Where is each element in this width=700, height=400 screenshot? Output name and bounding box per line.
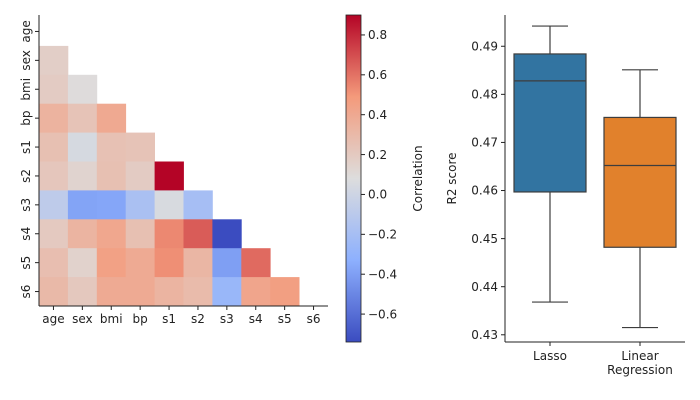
y-tick-label: 0.47 bbox=[471, 136, 498, 150]
heatmap-cell bbox=[96, 103, 127, 133]
heatmap-cell bbox=[67, 248, 98, 278]
y-tick-label: s2 bbox=[19, 169, 33, 183]
heatmap-cell bbox=[212, 277, 242, 307]
heatmap-cell bbox=[183, 190, 213, 220]
colorbar-frame bbox=[345, 14, 362, 343]
box bbox=[513, 53, 587, 193]
x-tick-label: bp bbox=[133, 312, 148, 326]
colorbar-tick-label: 0.4 bbox=[368, 108, 387, 122]
colorbar-tick-label: 0.8 bbox=[368, 28, 387, 42]
y-tick-label: 0.43 bbox=[471, 328, 498, 342]
heatmap-cell bbox=[154, 161, 184, 191]
x-tick-label: Linear bbox=[621, 349, 658, 363]
heatmap-cell bbox=[96, 219, 127, 249]
heatmap-cell bbox=[154, 277, 184, 307]
y-tick-label: s6 bbox=[19, 285, 33, 299]
heatmap-cell bbox=[212, 219, 242, 249]
y-axis-label: R2 score bbox=[445, 152, 459, 204]
heatmap-cell bbox=[241, 248, 271, 278]
correlation-heatmap: ageagesexsexbmibmibpbps1s1s2s2s3s3s4s4s5… bbox=[19, 15, 328, 326]
heatmap-cell bbox=[67, 132, 98, 162]
heatmap-cell bbox=[125, 190, 155, 220]
heatmap-cell bbox=[125, 219, 155, 249]
heatmap-cell bbox=[96, 161, 127, 191]
y-tick-label: s1 bbox=[19, 140, 33, 154]
heatmap-cell bbox=[183, 219, 213, 249]
y-tick-label: 0.46 bbox=[471, 184, 498, 198]
colorbar: 0.8 0.6 0.4 0.2 0.0 −0.2 −0.4 −0.6 Correlation bbox=[345, 14, 425, 343]
x-tick-label: s2 bbox=[191, 312, 205, 326]
y-tick-label: s3 bbox=[19, 198, 33, 212]
heatmap-cell bbox=[67, 277, 98, 307]
y-tick-label: bp bbox=[19, 111, 33, 126]
colorbar-tick-label: 0.2 bbox=[368, 148, 387, 162]
heatmap-cell bbox=[183, 277, 213, 307]
x-tick-label: Regression bbox=[607, 363, 673, 377]
y-tick-label: s4 bbox=[19, 227, 33, 241]
colorbar-tick-label: −0.6 bbox=[368, 307, 397, 321]
x-tick-label: Lasso bbox=[533, 349, 567, 363]
x-tick-label: s5 bbox=[278, 312, 292, 326]
heatmap-cell bbox=[125, 277, 155, 307]
heatmap-cell bbox=[39, 132, 69, 162]
y-tick-label: sex bbox=[19, 50, 33, 71]
heatmap-cell bbox=[39, 219, 69, 249]
heatmap-cell bbox=[96, 248, 127, 278]
r2-boxplot: 0.43 0.44 0.45 0.46 0.47 0.48 0.49 R2 score Lass… bbox=[445, 15, 685, 377]
y-tick-label: 0.49 bbox=[471, 39, 498, 53]
heatmap-cell bbox=[39, 190, 69, 220]
heatmap-cell bbox=[39, 74, 69, 105]
heatmap-cell bbox=[39, 161, 69, 191]
x-tick-label: s4 bbox=[249, 312, 263, 326]
heatmap-cell bbox=[125, 161, 155, 191]
heatmap-cell bbox=[183, 248, 213, 278]
x-tick-label: age bbox=[42, 312, 64, 326]
heatmap-cell bbox=[67, 74, 98, 105]
heatmap-cell bbox=[154, 190, 184, 220]
x-tick-label: bmi bbox=[100, 312, 123, 326]
heatmap-cell bbox=[39, 248, 69, 278]
heatmap-cell bbox=[67, 190, 98, 220]
heatmap-cell bbox=[154, 248, 184, 278]
heatmap-cell bbox=[39, 277, 69, 307]
heatmap-cell bbox=[212, 248, 242, 278]
y-tick-label: 0.44 bbox=[471, 280, 498, 294]
x-tick-label: sex bbox=[72, 312, 93, 326]
y-tick-label: age bbox=[19, 20, 33, 42]
colorbar-tick-label: −0.2 bbox=[368, 228, 397, 242]
x-tick-label: s1 bbox=[162, 312, 176, 326]
heatmap-cell bbox=[39, 103, 69, 133]
y-tick-label: bmi bbox=[19, 78, 33, 101]
box bbox=[603, 116, 677, 248]
heatmap-cell bbox=[125, 132, 155, 162]
heatmap-cell bbox=[154, 219, 184, 249]
y-tick-label: 0.45 bbox=[471, 232, 498, 246]
heatmap-cell bbox=[67, 219, 98, 249]
x-tick-label: s6 bbox=[307, 312, 321, 326]
heatmap-cell bbox=[96, 190, 127, 220]
heatmap-cell bbox=[270, 277, 300, 307]
x-tick-label: s3 bbox=[220, 312, 234, 326]
colorbar-tick-label: 0.6 bbox=[368, 68, 387, 82]
heatmap-cell bbox=[96, 132, 127, 162]
heatmap-cell bbox=[96, 277, 127, 307]
colorbar-tick-label: −0.4 bbox=[368, 267, 397, 281]
colorbar-tick-label: 0.0 bbox=[368, 188, 387, 202]
y-tick-label: s5 bbox=[19, 256, 33, 270]
colorbar-gradient bbox=[346, 15, 361, 342]
y-tick-label: 0.48 bbox=[471, 88, 498, 102]
colorbar-label: Correlation bbox=[411, 145, 425, 211]
heatmap-cell bbox=[39, 45, 69, 76]
heatmap-cell bbox=[125, 248, 155, 278]
heatmap-cell bbox=[241, 277, 271, 307]
heatmap-cell bbox=[67, 103, 98, 133]
heatmap-cell bbox=[67, 161, 98, 191]
